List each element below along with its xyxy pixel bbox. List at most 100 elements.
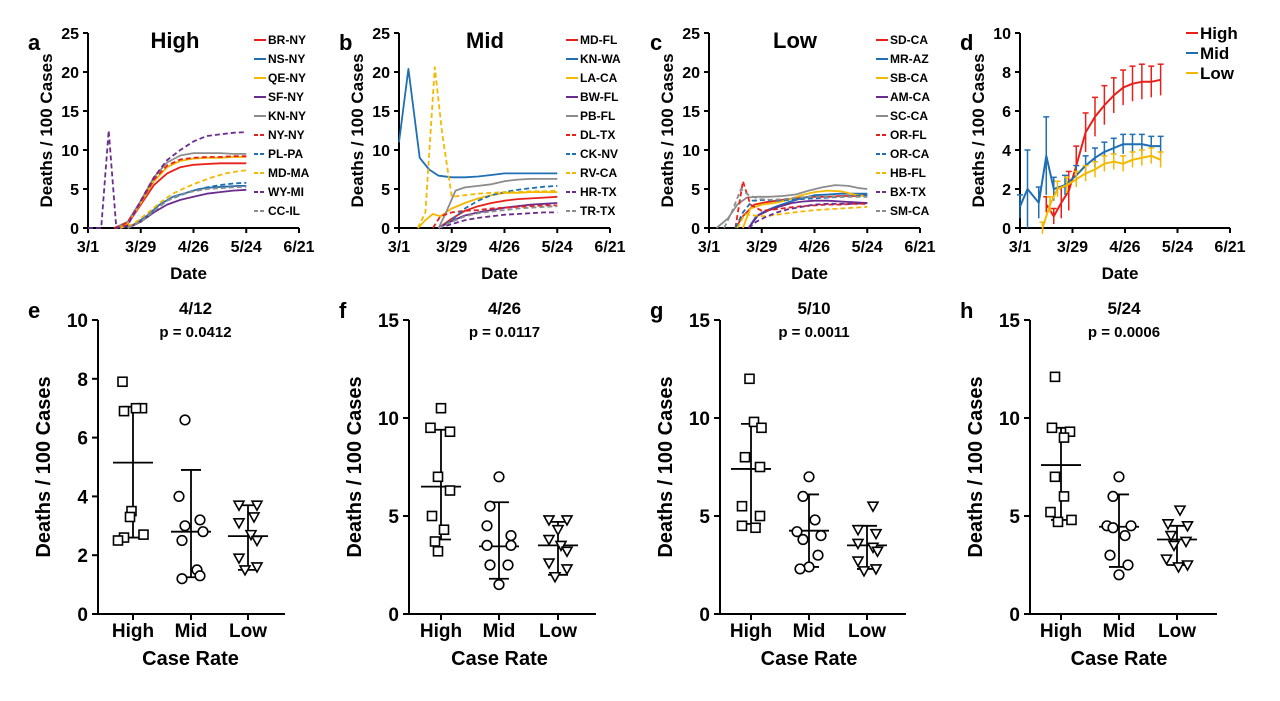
data-point-triangle xyxy=(1179,536,1193,549)
data-point-circle xyxy=(173,490,185,503)
x-axis-label: Date xyxy=(170,264,207,283)
legend-entry: TR-TX xyxy=(580,204,615,218)
x-tick-label: 3/1 xyxy=(1009,239,1031,256)
y-tick-label: 4 xyxy=(1002,143,1011,160)
y-tick-label: 5 xyxy=(699,507,710,528)
data-point-square xyxy=(1064,426,1076,438)
data-point-circle xyxy=(1104,549,1116,561)
legend-entry: BW-FL xyxy=(580,90,618,104)
x-tick-label: 5/24 xyxy=(542,239,573,256)
legend-entry: PB-FL xyxy=(580,109,615,123)
data-point-triangle xyxy=(554,540,568,553)
data-point-triangle xyxy=(560,515,574,527)
y-tick-label: 0 xyxy=(70,221,79,238)
y-tick-label: 10 xyxy=(372,143,390,160)
data-point-circle xyxy=(194,570,206,582)
y-tick-label: 5 xyxy=(381,182,390,199)
x-tick-label: Low xyxy=(229,621,267,642)
data-point-triangle xyxy=(560,546,574,558)
series-line-md-ma xyxy=(119,169,247,229)
data-point-triangle xyxy=(857,566,871,578)
data-point-square xyxy=(117,376,128,388)
data-point-triangle xyxy=(851,524,865,537)
y-tick-label: 2 xyxy=(1002,182,1011,199)
y-tick-label: 15 xyxy=(999,311,1021,332)
data-point-square xyxy=(138,529,149,540)
y-tick-label: 10 xyxy=(378,409,399,430)
series-line-sf-ny xyxy=(127,188,247,229)
data-point-square xyxy=(118,405,130,417)
data-point-square xyxy=(1045,506,1056,518)
y-tick-label: 10 xyxy=(999,409,1020,430)
y-tick-label: 10 xyxy=(61,143,79,160)
legend-entry: LA-CA xyxy=(580,71,618,85)
y-tick-label: 25 xyxy=(682,26,700,43)
data-point-triangle xyxy=(232,553,246,565)
data-point-circle xyxy=(194,514,206,526)
legend-entry: MD-FL xyxy=(580,33,617,47)
y-tick-label: 6 xyxy=(1002,104,1011,121)
data-point-circle xyxy=(484,500,496,512)
data-point-triangle xyxy=(1172,562,1185,574)
panel-a: a High 0 5 10 15 20 25 3/1 3/29 4/26 5/24 6/21 Date De… xyxy=(28,26,315,283)
data-point-square xyxy=(124,511,136,523)
y-tick-label: 25 xyxy=(61,26,79,43)
data-point-circle xyxy=(1125,520,1137,532)
data-point-triangle xyxy=(869,564,883,576)
legend-entry: SB-CA xyxy=(890,71,928,85)
x-tick-label: Mid xyxy=(793,621,826,642)
y-axis-label: Deaths / 100 Cases xyxy=(33,376,55,557)
x-axis-label: Date xyxy=(791,264,828,283)
data-point-triangle xyxy=(232,500,246,512)
x-tick-label: 6/21 xyxy=(594,239,625,256)
y-tick-label: 10 xyxy=(689,409,710,430)
legend-entry: HR-TX xyxy=(580,185,617,199)
legend-entry: MR-AZ xyxy=(890,52,929,66)
series-line-high xyxy=(1045,78,1161,218)
y-tick-label: 20 xyxy=(372,65,390,82)
data-point-circle xyxy=(797,490,809,503)
data-point-circle xyxy=(481,520,493,532)
y-axis-label: Deaths / 100 Cases xyxy=(348,53,367,207)
p-value: p = 0.0117 xyxy=(469,324,540,341)
data-point-square xyxy=(1052,516,1064,528)
data-point-square xyxy=(444,485,456,496)
data-point-circle xyxy=(481,539,493,552)
legend-entry: CC-IL xyxy=(268,204,300,218)
data-point-circle xyxy=(794,563,806,575)
data-point-circle xyxy=(809,514,821,526)
data-point-square xyxy=(426,510,438,522)
data-point-triangle xyxy=(250,535,264,548)
data-point-square xyxy=(435,402,447,414)
p-value: p = 0.0412 xyxy=(159,324,231,341)
x-tick-label: 3/29 xyxy=(746,239,777,256)
y-tick-label: 15 xyxy=(682,104,700,121)
data-point-circle xyxy=(505,539,517,552)
data-point-circle xyxy=(502,559,514,571)
data-point-square xyxy=(750,522,761,534)
series-line-hb-fl xyxy=(736,206,868,229)
data-point-triangle xyxy=(1164,530,1178,543)
series-line-or-fl xyxy=(734,180,868,229)
legend-entry: NY-NY xyxy=(268,128,305,142)
legend-entry: RV-CA xyxy=(580,166,617,180)
y-axis-label: Deaths / 100 Cases xyxy=(344,376,366,557)
legend-entry: QE-NY xyxy=(268,71,306,85)
y-tick-label: 4 xyxy=(77,487,88,508)
data-point-triangle xyxy=(871,546,884,558)
data-point-triangle xyxy=(244,529,258,542)
x-axis-label: Case Rate xyxy=(142,648,239,670)
y-tick-label: 0 xyxy=(691,221,700,238)
x-tick-label: 5/24 xyxy=(1162,239,1193,256)
x-tick-label: Mid xyxy=(483,621,516,642)
series-line-wy-mi xyxy=(88,129,247,229)
data-point-triangle xyxy=(1181,520,1194,533)
x-tick-label: 6/21 xyxy=(283,239,314,256)
y-tick-label: 5 xyxy=(691,182,700,199)
data-point-triangle xyxy=(1161,519,1175,531)
y-tick-label: 0 xyxy=(1009,605,1020,626)
panel-e: e 4/12 p = 0.0412 0 2 4 6 8 10 High Mid Low Case Rat… xyxy=(28,298,285,670)
data-point-triangle xyxy=(851,538,865,551)
series-line-kn-wa xyxy=(398,68,558,179)
